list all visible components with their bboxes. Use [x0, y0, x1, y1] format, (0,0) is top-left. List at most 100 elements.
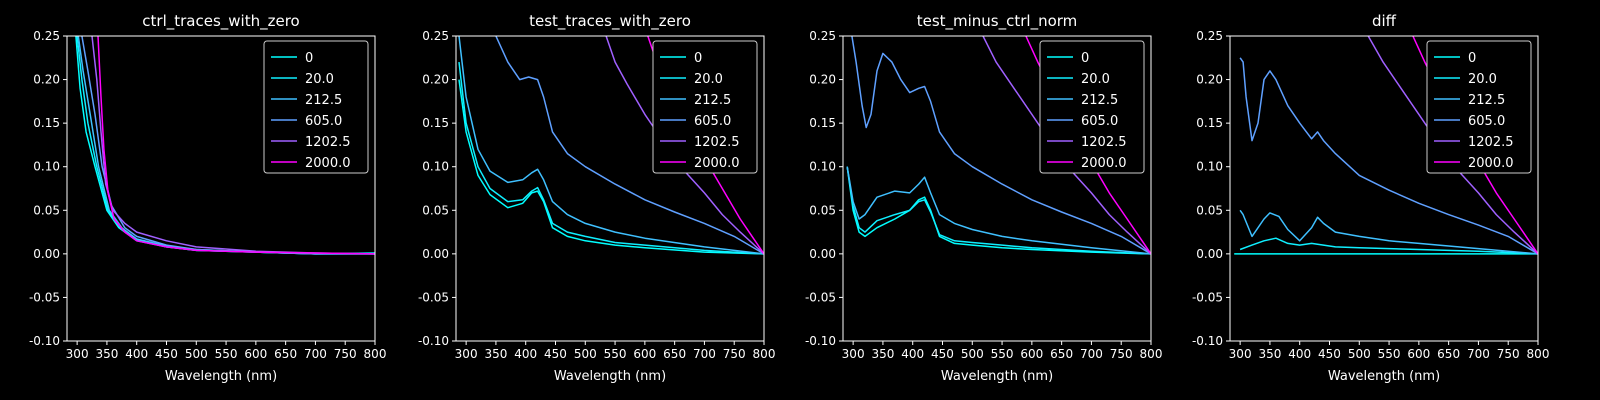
legend-entry: 0 — [694, 51, 702, 66]
legend-entry: 20.0 — [305, 72, 334, 87]
legend-entry: 2000.0 — [1081, 156, 1127, 171]
series-line-2 — [846, 166, 1151, 255]
y-tick-label: 0.05 — [422, 203, 449, 217]
legend: 0 20.0 212.5 605.0 1202.5 2000.0 — [1426, 40, 1532, 174]
axes-frame — [842, 35, 1152, 342]
x-tick-label: 350 — [95, 347, 118, 361]
y-tick-label: -0.05 — [418, 290, 449, 304]
x-tick-label: 550 — [215, 347, 238, 361]
series-line-0 — [458, 79, 764, 255]
y-tick-label: 0.15 — [33, 116, 60, 130]
legend-entry: 1202.5 — [1081, 135, 1127, 150]
y-tick-label: -0.05 — [1192, 290, 1223, 304]
x-tick-label: 650 — [274, 347, 297, 361]
legend-box — [263, 40, 369, 174]
legend: 0 20.0 212.5 605.0 1202.5 2000.0 — [652, 40, 758, 174]
series-line-3 — [495, 36, 764, 255]
x-tick-label: 450 — [931, 347, 954, 361]
x-tick-label: 400 — [514, 347, 537, 361]
x-tick-label: 550 — [991, 347, 1014, 361]
y-tick-label: -0.10 — [1192, 334, 1223, 348]
series-line-3 — [1239, 57, 1538, 255]
y-tick-label: 0.10 — [422, 160, 449, 174]
x-tick-label: 400 — [901, 347, 924, 361]
x-tick-label: 700 — [304, 347, 327, 361]
x-tick-label: 500 — [185, 347, 208, 361]
legend-entry: 605.0 — [305, 114, 342, 129]
y-tick-label: 0.25 — [33, 29, 60, 43]
y-tick-label: 0.25 — [809, 29, 836, 43]
legend-entry: 2000.0 — [694, 156, 740, 171]
x-axis-label: Wavelength (nm) — [165, 369, 277, 384]
y-tick-label: 0.10 — [33, 160, 60, 174]
x-tick-label: 450 — [544, 347, 567, 361]
y-tick-label: 0.15 — [1196, 116, 1223, 130]
y-tick-label: 0.25 — [422, 29, 449, 43]
x-tick-label: 400 — [125, 347, 148, 361]
legend-entry: 212.5 — [694, 93, 731, 108]
chart-title: test_minus_ctrl_norm — [917, 12, 1078, 31]
y-tick-label: 0.05 — [809, 203, 836, 217]
legend-box — [652, 40, 758, 174]
chart-title: diff — [1372, 12, 1397, 30]
axes-frame — [66, 35, 376, 342]
legend-entry: 1202.5 — [305, 135, 351, 150]
series-line-1 — [458, 62, 764, 255]
x-tick-label: 300 — [66, 347, 89, 361]
x-tick-label: 600 — [1407, 347, 1430, 361]
x-tick-label: 600 — [1020, 347, 1043, 361]
series-line-0 — [846, 166, 1151, 255]
legend-entry: 20.0 — [694, 72, 723, 87]
x-tick-label: 300 — [1229, 347, 1252, 361]
x-tick-label: 600 — [244, 347, 267, 361]
series-line-3 — [851, 36, 1151, 255]
chart-panel-3: 300 350 400 450 500 550 600 650 700 750 800 -0.10 -0… — [1192, 12, 1550, 384]
axes-frame — [1229, 35, 1539, 342]
series-group — [846, 36, 1151, 255]
x-tick-label: 350 — [871, 347, 894, 361]
y-tick-label: 0.00 — [809, 247, 836, 261]
series-line-2 — [1239, 209, 1538, 255]
series-line-2 — [458, 36, 764, 255]
x-tick-label: 550 — [604, 347, 627, 361]
legend: 0 20.0 212.5 605.0 1202.5 2000.0 — [1039, 40, 1145, 174]
legend-entry: 0 — [1081, 51, 1089, 66]
series-group — [1234, 36, 1538, 255]
series-group — [75, 36, 375, 255]
x-tick-label: 750 — [1497, 347, 1520, 361]
series-line-5 — [97, 36, 375, 255]
chart-panel-0: 300 350 400 450 500 550 600 650 700 750 800 -0.10 -0… — [29, 12, 387, 384]
x-tick-label: 350 — [484, 347, 507, 361]
x-tick-label: 750 — [334, 347, 357, 361]
y-tick-label: 0.10 — [809, 160, 836, 174]
y-tick-label: -0.10 — [29, 334, 60, 348]
chart-panel-1: 300 350 400 450 500 550 600 650 700 750 800 -0.10 -0… — [418, 12, 776, 384]
x-axis-label: Wavelength (nm) — [554, 369, 666, 384]
y-tick-label: -0.10 — [805, 334, 836, 348]
series-line-1 — [1239, 237, 1538, 255]
legend-entry: 2000.0 — [305, 156, 351, 171]
legend-box — [1426, 40, 1532, 174]
x-tick-label: 500 — [1348, 347, 1371, 361]
legend-box — [1039, 40, 1145, 174]
y-tick-label: 0.20 — [1196, 73, 1223, 87]
x-tick-label: 750 — [723, 347, 746, 361]
y-tick-label: 0.20 — [422, 73, 449, 87]
x-tick-label: 800 — [1140, 347, 1163, 361]
y-tick-label: -0.05 — [29, 290, 60, 304]
legend-entry: 605.0 — [1468, 114, 1505, 129]
x-tick-label: 500 — [961, 347, 984, 361]
legend-entry: 212.5 — [1081, 93, 1118, 108]
y-tick-label: 0.15 — [809, 116, 836, 130]
chart-title: ctrl_traces_with_zero — [142, 12, 299, 31]
y-tick-label: 0.20 — [33, 73, 60, 87]
legend-entry: 0 — [1468, 51, 1476, 66]
series-line-1 — [846, 166, 1151, 255]
x-tick-label: 650 — [1050, 347, 1073, 361]
y-tick-label: 0.10 — [1196, 160, 1223, 174]
x-tick-label: 800 — [1527, 347, 1550, 361]
x-tick-label: 300 — [842, 347, 865, 361]
y-tick-label: 0.20 — [809, 73, 836, 87]
x-axis-label: Wavelength (nm) — [1328, 369, 1440, 384]
